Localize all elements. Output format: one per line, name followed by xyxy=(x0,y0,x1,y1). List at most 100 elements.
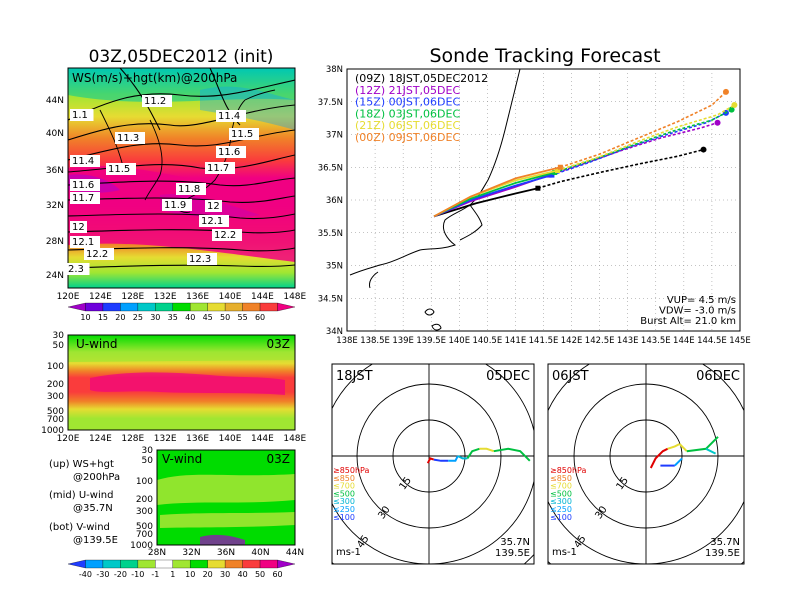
track-y-tick-label: 35N xyxy=(326,262,343,272)
wind-colorbar-label: 60 xyxy=(272,570,282,579)
height-label-bg xyxy=(142,95,172,107)
track-legend-entry: (00Z) 09JST,06DEC xyxy=(355,131,460,144)
height-label: 11.8 xyxy=(178,184,200,195)
height-label: 11.4 xyxy=(72,156,94,167)
colorbar-label: 45 xyxy=(203,313,213,322)
colorbar-label: 25 xyxy=(133,313,143,322)
u-x-tick-label: 132E xyxy=(154,434,177,444)
lat-tick-label: 40N xyxy=(46,129,64,139)
wind-colorbar-label: 1 xyxy=(170,570,175,579)
track-y-tick-label: 37N xyxy=(326,131,343,141)
track-x-tick-label: 140E xyxy=(448,336,470,346)
colorbar-label: 15 xyxy=(98,313,108,322)
wind-colorbar-swatch xyxy=(190,559,208,569)
track-x-tick-label: 139E xyxy=(392,336,414,346)
hodo2-date: 06DEC xyxy=(696,369,740,384)
wind-colorbar-swatch xyxy=(102,559,121,569)
map-lat-ticks: 44N 40N 36N 32N 28N 24N xyxy=(46,96,64,281)
height-label-bg xyxy=(106,163,136,175)
height-label: 2.3 xyxy=(68,264,84,275)
hodo2-time: 06JST xyxy=(552,369,589,384)
track-y-ticks: 38N 37.5N 37N 36.5N 36N 35.5N 35N 34.5N 34N xyxy=(318,65,343,337)
hodo-segment xyxy=(426,457,435,464)
colorbar-swatch xyxy=(102,302,121,312)
hodo-segment xyxy=(466,447,480,459)
u-y-tick-label: 300 xyxy=(47,392,64,402)
hodo1-loc2: 139.5E xyxy=(495,548,530,559)
wind-colorbar-label: 30 xyxy=(220,570,230,579)
track-legend-entry: (09Z) 18JST,05DEC2012 xyxy=(355,72,488,85)
hodo-legend-entry: ≤500 xyxy=(550,489,572,498)
track-x-tick-label: 141E xyxy=(505,336,527,346)
hodo-segment xyxy=(705,447,717,455)
height-label-bg xyxy=(70,109,94,121)
height-label-bg xyxy=(70,192,100,204)
height-label: 11.7 xyxy=(207,163,229,174)
wind-colorbar-swatch xyxy=(259,559,278,569)
height-label: 12 xyxy=(207,201,220,212)
track-line-dashed xyxy=(548,121,718,176)
hodo-ring-label: 60 xyxy=(334,563,350,580)
colorbar-swatch xyxy=(225,302,243,312)
v-x-tick-label: 28N xyxy=(148,548,166,558)
u-y-tick-label: 1000 xyxy=(41,426,64,436)
track-legend-entry: (21Z) 06JST,06DEC xyxy=(355,119,460,132)
height-label-bg xyxy=(205,200,222,212)
height-label-bg xyxy=(187,253,217,265)
wind-colorbar-swatch xyxy=(172,559,191,569)
height-label-bg xyxy=(70,221,87,233)
track-x-tick-label: 143E xyxy=(617,336,639,346)
landing-point xyxy=(722,88,729,95)
height-label-bg xyxy=(70,155,100,167)
track-legend: (09Z) 18JST,05DEC2012(12Z) 21JST,05DEC(1… xyxy=(355,72,488,144)
note-line2: @139.5E xyxy=(73,535,118,546)
lon-tick-label: 120E xyxy=(57,292,80,302)
lon-tick-label: 144E xyxy=(251,292,274,302)
height-label: 11.6 xyxy=(218,147,240,158)
track-line-solid xyxy=(433,187,539,218)
hodo-legend-entry: ≤700 xyxy=(333,482,355,491)
ws-map-label: WS(m/s)+hgt(km)@200hPa xyxy=(72,71,237,85)
colorbar-label: 35 xyxy=(168,313,178,322)
colorbar-swatch xyxy=(242,302,261,312)
note-line1: (bot) V-wind xyxy=(49,522,110,533)
u-x-tick-label: 120E xyxy=(57,434,80,444)
height-label-bg xyxy=(229,128,259,140)
v-wind-title: V-wind xyxy=(162,452,202,466)
height-label-bg xyxy=(176,183,206,195)
track-param: VUP= 4.5 m/s xyxy=(667,295,736,306)
height-label: 12.1 xyxy=(72,237,94,248)
v-x-tick-label: 32N xyxy=(182,548,200,558)
hodo-legend-entry: ≤100 xyxy=(333,513,355,522)
track-legend-entry: (18Z) 03JST,06DEC xyxy=(355,107,460,120)
wind-colorbar-label: -10 xyxy=(131,570,144,579)
hodo-segment xyxy=(457,455,468,460)
lon-tick-label: 132E xyxy=(154,292,177,302)
v-y-tick-label: 500 xyxy=(136,522,153,532)
track-x-tick-label: 142.5E xyxy=(585,336,615,346)
note-line2: @200hPa xyxy=(73,472,120,483)
track-x-tick-label: 142E xyxy=(561,336,583,346)
u-y-tick-label: 100 xyxy=(47,362,64,372)
wind-colorbar-swatch xyxy=(225,559,243,569)
track-x-tick-label: 144E xyxy=(673,336,695,346)
hodo-legend-entry: ≤100 xyxy=(550,513,572,522)
landing-point xyxy=(714,119,721,126)
colorbar-label: 55 xyxy=(238,313,248,322)
height-label: 11.7 xyxy=(72,193,94,204)
hodo2-unit: ms-1 xyxy=(552,547,577,558)
colorbar-label: 50 xyxy=(220,313,230,322)
v-wind-time: 03Z xyxy=(267,452,291,466)
colorbar-label: 10 xyxy=(80,313,90,322)
height-label-bg xyxy=(115,132,145,144)
wind-colorbar-swatch xyxy=(85,559,104,569)
track-y-tick-label: 38N xyxy=(326,65,343,75)
height-label-bg xyxy=(70,236,100,248)
track-grid xyxy=(347,69,740,331)
wind-colorbar-label: 20 xyxy=(203,570,213,579)
lat-tick-label: 44N xyxy=(46,96,64,106)
colorbar-swatch xyxy=(120,302,138,312)
wind-colorbar: -40 -30 -20 -10 -1 1 10 20 30 40 50 60 xyxy=(67,559,296,579)
